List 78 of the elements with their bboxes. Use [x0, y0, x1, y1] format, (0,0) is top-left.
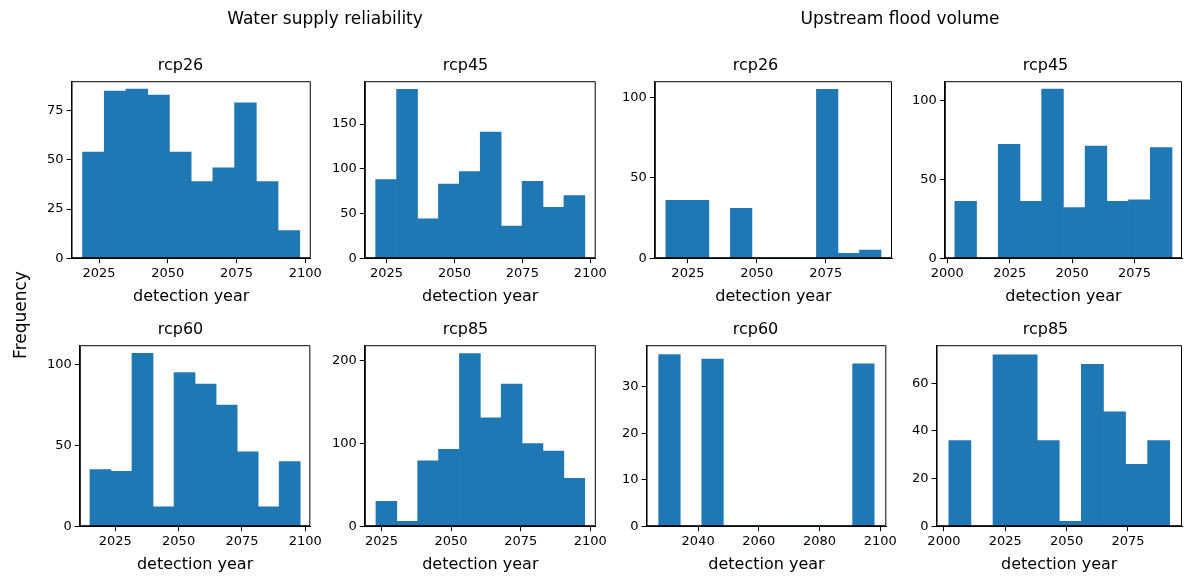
y-tick-label: 40	[912, 422, 929, 438]
y-tick-label: 150	[331, 115, 357, 131]
x-tick-label: 2100	[573, 533, 607, 549]
chart-title: rcp85	[442, 318, 489, 338]
y-tick-label: 50	[920, 170, 937, 186]
x-tick-label: 2100	[863, 533, 897, 549]
x-tick-label: 2100	[288, 265, 322, 281]
y-tick-label: 30	[622, 378, 639, 394]
y-tick-label: 50	[630, 169, 647, 185]
y-tick-label: 50	[340, 204, 357, 220]
x-tick-label: 2075	[219, 265, 254, 281]
y-tick-label: 75	[47, 102, 64, 118]
x-tick-label: 2075	[809, 265, 843, 281]
x-tick-label: 2025	[988, 533, 1022, 549]
x-tick-label: 2075	[225, 533, 259, 549]
y-tick-label: 0	[348, 517, 357, 533]
x-tick-label: 2075	[504, 533, 538, 549]
y-tick-label: 0	[638, 249, 647, 265]
x-tick-label: 2000	[927, 533, 961, 549]
x-axis-title: detection year	[136, 553, 254, 573]
x-tick-label: 2025	[671, 265, 705, 281]
x-axis-title: detection year	[1001, 553, 1118, 573]
y-tick-label: 0	[55, 249, 64, 265]
x-tick-label: 2050	[437, 265, 471, 281]
x-tick-label: 2050	[1055, 265, 1089, 281]
y-tick-label: 25	[47, 200, 64, 216]
x-tick-label: 2025	[364, 533, 399, 549]
x-tick-label: 2040	[681, 533, 715, 549]
x-tick-label: 2075	[1118, 265, 1152, 281]
chart-title: rcp85	[1022, 318, 1069, 338]
chart-title: rcp26	[157, 54, 204, 74]
x-tick-label: 2100	[573, 265, 607, 281]
y-tick-label: 100	[331, 160, 357, 176]
x-tick-label: 2025	[993, 265, 1027, 281]
y-tick-label: 50	[55, 436, 72, 452]
chart-title: rcp60	[732, 318, 779, 338]
y-tick-label: 0	[928, 249, 937, 265]
x-tick-label: 2050	[151, 265, 185, 281]
text: Upstream flood volume	[799, 8, 1001, 28]
y-tick-label: 50	[47, 151, 64, 167]
y-tick-label: 100	[621, 88, 647, 104]
y-tick-label: 0	[348, 249, 357, 265]
y-tick-label: 100	[46, 355, 72, 371]
x-tick-label: 2060	[742, 533, 776, 549]
x-axis-title: detection year	[422, 285, 539, 305]
y-tick-label: 60	[912, 374, 929, 390]
y-tick-label: 200	[331, 352, 357, 368]
y-tick-label: 0	[630, 517, 639, 533]
chart-title: rcp45	[1022, 54, 1069, 74]
x-tick-label: 2050	[1050, 533, 1084, 549]
x-tick-label: 2025	[82, 265, 116, 281]
x-tick-label: 2100	[288, 533, 322, 549]
x-axis-title: detection year	[708, 553, 826, 573]
x-tick-label: 2000	[930, 265, 964, 281]
x-tick-label: 2080	[803, 533, 837, 549]
y-tick-label: 0	[920, 517, 929, 533]
x-tick-label: 2075	[1111, 533, 1145, 549]
chart-title: rcp26	[732, 54, 779, 74]
text: Water supply reliability	[226, 8, 424, 28]
chart-title: rcp60	[157, 318, 204, 338]
y-tick-label: 100	[331, 434, 357, 450]
y-tick-label: 20	[912, 469, 929, 485]
x-axis-title: detection year	[132, 285, 250, 305]
y-tick-label: 20	[622, 424, 639, 440]
x-tick-label: 2050	[162, 533, 196, 549]
y-tick-label: 100	[911, 91, 937, 107]
x-tick-label: 2025	[370, 265, 404, 281]
x-axis-title: detection year	[715, 285, 832, 305]
x-tick-label: 2050	[434, 533, 468, 549]
x-tick-label: 2050	[740, 265, 774, 281]
x-axis-title: detection year	[1005, 285, 1122, 305]
chart-title: rcp45	[442, 54, 489, 74]
y-tick-label: 0	[63, 517, 72, 533]
y-axis-title: Frequency	[10, 271, 30, 359]
x-tick-label: 2025	[98, 533, 132, 549]
x-axis-title: detection year	[422, 553, 539, 573]
x-tick-label: 2075	[505, 265, 539, 281]
y-tick-label: 10	[622, 471, 639, 487]
